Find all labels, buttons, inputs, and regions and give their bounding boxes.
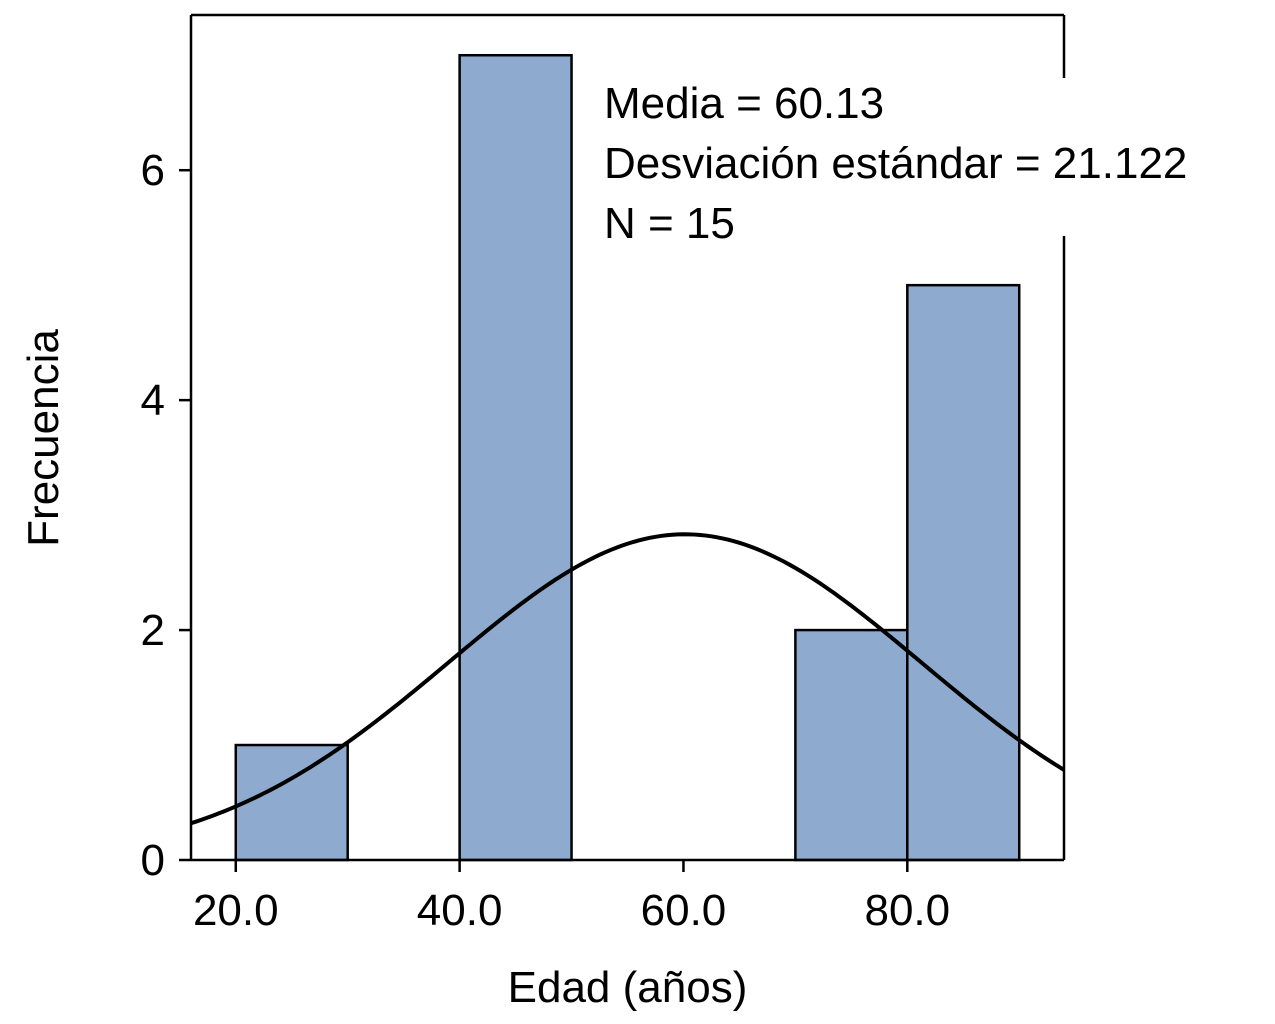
stats-box: Media = 60.13 Desviación estándar = 21.12… bbox=[604, 79, 1187, 248]
x-tick-label: 60.0 bbox=[641, 886, 727, 935]
histogram-bar-4 bbox=[906, 283, 1021, 862]
y-axis-ticks: 0 2 4 6 bbox=[141, 146, 191, 885]
histogram-bar-3 bbox=[794, 628, 909, 862]
stats-box-background bbox=[1040, 78, 1275, 236]
stats-line-3: N = 15 bbox=[604, 199, 735, 248]
y-tick-label: 6 bbox=[141, 146, 165, 195]
x-tick-label: 80.0 bbox=[864, 886, 950, 935]
histogram-bar-1 bbox=[234, 743, 349, 862]
y-tick-label: 4 bbox=[141, 376, 165, 425]
x-axis-title: Edad (años) bbox=[508, 963, 748, 1012]
x-tick-label: 40.0 bbox=[417, 886, 503, 935]
histogram-bars bbox=[234, 53, 1021, 862]
histogram-bar-2 bbox=[458, 53, 573, 862]
y-tick-label: 2 bbox=[141, 606, 165, 655]
x-axis-ticks: 20.0 40.0 60.0 80.0 bbox=[193, 860, 950, 935]
x-tick-label: 20.0 bbox=[193, 886, 279, 935]
stats-line-2: Desviación estándar = 21.122 bbox=[604, 139, 1187, 188]
y-tick-label: 0 bbox=[141, 836, 165, 885]
y-axis-title: Frecuencia bbox=[19, 329, 68, 547]
stats-line-1: Media = 60.13 bbox=[604, 79, 884, 128]
normal-curve bbox=[190, 532, 1066, 826]
